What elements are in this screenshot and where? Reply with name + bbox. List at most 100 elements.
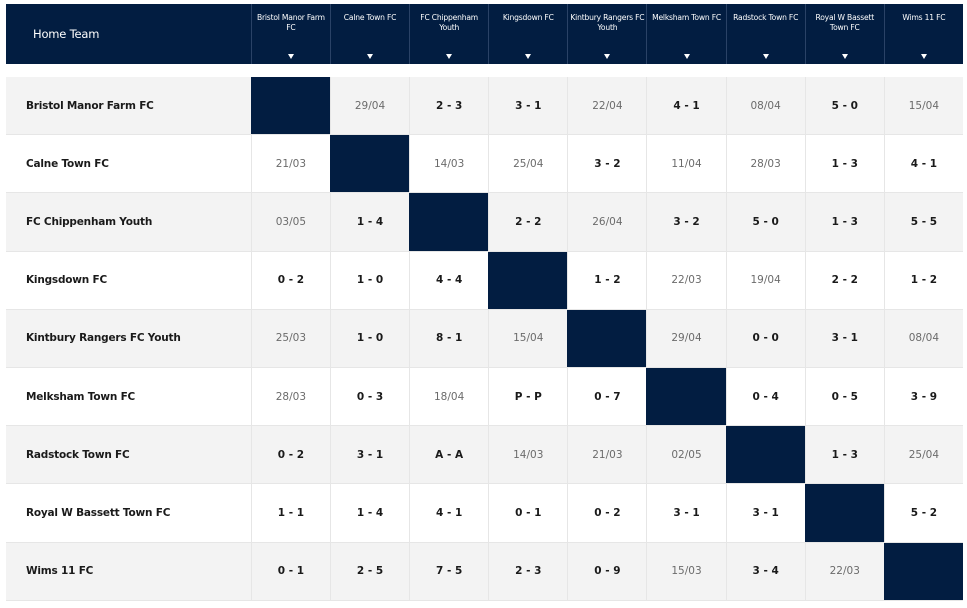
- result-cell[interactable]: A - A: [409, 426, 488, 484]
- sort-down-arrow-icon[interactable]: [920, 54, 927, 59]
- result-cell[interactable]: 3 - 9: [883, 367, 963, 426]
- column-header-2[interactable]: FC Chippenham Youth: [409, 4, 488, 64]
- fixture-date-cell[interactable]: 28/03: [250, 367, 330, 426]
- sort-down-arrow-icon[interactable]: [525, 54, 532, 59]
- column-header-8[interactable]: Wims 11 FC: [883, 4, 963, 64]
- fixture-date-cell[interactable]: 14/03: [488, 426, 567, 484]
- fixture-date-cell[interactable]: 03/05: [250, 193, 330, 251]
- result-cell[interactable]: 1 - 1: [250, 484, 330, 542]
- result-cell[interactable]: 4 - 1: [409, 484, 488, 542]
- home-team-name[interactable]: Calne Town FC: [26, 157, 109, 170]
- result-cell[interactable]: 1 - 4: [329, 484, 409, 542]
- result-cell[interactable]: 0 - 0: [725, 309, 805, 367]
- home-team-name[interactable]: Radstock Town FC: [26, 448, 130, 461]
- result-cell[interactable]: 2 - 3: [409, 77, 488, 135]
- sort-down-arrow-icon[interactable]: [683, 54, 690, 59]
- column-header-6[interactable]: Radstock Town FC: [725, 4, 805, 64]
- sort-down-arrow-icon[interactable]: [367, 54, 374, 59]
- column-header-7[interactable]: Royal W Bassett Town FC: [804, 4, 884, 64]
- sort-down-arrow-icon[interactable]: [604, 54, 611, 59]
- result-cell[interactable]: 4 - 4: [409, 251, 488, 309]
- fixture-date-cell[interactable]: 25/04: [883, 426, 963, 484]
- result-cell[interactable]: 2 - 2: [488, 193, 567, 251]
- fixture-date-cell[interactable]: 28/03: [725, 135, 805, 193]
- fixture-date-cell[interactable]: 15/04: [883, 77, 963, 135]
- fixture-date-cell[interactable]: 19/04: [725, 251, 805, 309]
- result-cell[interactable]: 1 - 2: [567, 251, 646, 309]
- fixture-date-cell[interactable]: 14/03: [409, 135, 488, 193]
- result-cell[interactable]: 5 - 2: [883, 484, 963, 542]
- result-cell[interactable]: 0 - 5: [804, 367, 884, 426]
- result-cell[interactable]: 4 - 1: [646, 77, 725, 135]
- result-cell[interactable]: 5 - 5: [883, 193, 963, 251]
- result-cell[interactable]: 1 - 2: [883, 251, 963, 309]
- home-team-name[interactable]: FC Chippenham Youth: [26, 215, 153, 228]
- result-cell[interactable]: 3 - 1: [646, 484, 725, 542]
- result-cell[interactable]: 5 - 0: [804, 77, 884, 135]
- result-cell[interactable]: 0 - 1: [488, 484, 567, 542]
- result-cell[interactable]: 2 - 3: [488, 542, 567, 600]
- result-cell[interactable]: 5 - 0: [725, 193, 805, 251]
- result-cell[interactable]: 0 - 2: [250, 426, 330, 484]
- result-cell[interactable]: P - P: [488, 367, 567, 426]
- result-cell[interactable]: 1 - 3: [804, 426, 884, 484]
- result-cell[interactable]: 0 - 1: [250, 542, 330, 600]
- result-cell[interactable]: 3 - 1: [329, 426, 409, 484]
- fixture-date-cell[interactable]: 22/03: [646, 251, 725, 309]
- result-cell[interactable]: 3 - 1: [804, 309, 884, 367]
- result-cell[interactable]: 2 - 2: [804, 251, 884, 309]
- fixture-date-cell[interactable]: 22/04: [567, 77, 646, 135]
- result-cell[interactable]: 0 - 7: [567, 367, 646, 426]
- fixture-date-cell[interactable]: 21/03: [250, 135, 330, 193]
- result-cell[interactable]: 3 - 1: [488, 77, 567, 135]
- fixture-date-cell[interactable]: 29/04: [329, 77, 409, 135]
- column-header-label: Bristol Manor Farm FC: [256, 13, 325, 32]
- fixture-date-cell[interactable]: 11/04: [646, 135, 725, 193]
- sort-down-arrow-icon[interactable]: [841, 54, 848, 59]
- result-cell[interactable]: 3 - 4: [725, 542, 805, 600]
- result-cell[interactable]: 3 - 2: [646, 193, 725, 251]
- result-cell[interactable]: 0 - 3: [329, 367, 409, 426]
- fixture-date-cell[interactable]: 15/03: [646, 542, 725, 600]
- home-team-name[interactable]: Kingsdown FC: [26, 274, 108, 287]
- fixture-date-cell[interactable]: 18/04: [409, 367, 488, 426]
- column-header-5[interactable]: Melksham Town FC: [646, 4, 725, 64]
- home-team-name[interactable]: Bristol Manor Farm FC: [26, 99, 154, 112]
- fixture-date-cell[interactable]: 02/05: [646, 426, 725, 484]
- result-cell[interactable]: 7 - 5: [409, 542, 488, 600]
- fixture-date-cell[interactable]: 25/03: [250, 309, 330, 367]
- column-header-1[interactable]: Calne Town FC: [329, 4, 409, 64]
- result-cell[interactable]: 4 - 1: [883, 135, 963, 193]
- result-cell[interactable]: 1 - 0: [329, 309, 409, 367]
- result-cell[interactable]: 0 - 2: [567, 484, 646, 542]
- home-team-name[interactable]: Kintbury Rangers FC Youth: [26, 332, 181, 345]
- result-cell[interactable]: 1 - 3: [804, 193, 884, 251]
- result-cell[interactable]: 2 - 5: [329, 542, 409, 600]
- sort-down-arrow-icon[interactable]: [287, 54, 294, 59]
- result-cell[interactable]: 8 - 1: [409, 309, 488, 367]
- fixture-date-cell[interactable]: 25/04: [488, 135, 567, 193]
- home-team-name[interactable]: Wims 11 FC: [26, 565, 94, 578]
- fixture-date-cell[interactable]: 26/04: [567, 193, 646, 251]
- sort-down-arrow-icon[interactable]: [446, 54, 453, 59]
- sort-down-arrow-icon[interactable]: [762, 54, 769, 59]
- result-cell[interactable]: 1 - 3: [804, 135, 884, 193]
- home-team-name[interactable]: Melksham Town FC: [26, 390, 136, 403]
- fixture-date-cell[interactable]: 08/04: [883, 309, 963, 367]
- result-cell[interactable]: 1 - 0: [329, 251, 409, 309]
- fixture-date-cell[interactable]: 08/04: [725, 77, 805, 135]
- fixture-date-cell[interactable]: 29/04: [646, 309, 725, 367]
- result-cell[interactable]: 3 - 2: [567, 135, 646, 193]
- result-cell[interactable]: 0 - 2: [250, 251, 330, 309]
- column-header-0[interactable]: Bristol Manor Farm FC: [250, 4, 330, 64]
- result-cell[interactable]: 0 - 4: [725, 367, 805, 426]
- home-team-name[interactable]: Royal W Bassett Town FC: [26, 506, 171, 519]
- fixture-date-cell[interactable]: 22/03: [804, 542, 884, 600]
- result-cell[interactable]: 3 - 1: [725, 484, 805, 542]
- fixture-date-cell[interactable]: 21/03: [567, 426, 646, 484]
- column-header-3[interactable]: Kingsdown FC: [488, 4, 567, 64]
- result-cell[interactable]: 1 - 4: [329, 193, 409, 251]
- column-header-4[interactable]: Kintbury Rangers FC Youth: [567, 4, 646, 64]
- result-cell[interactable]: 0 - 9: [567, 542, 646, 600]
- fixture-date-cell[interactable]: 15/04: [488, 309, 567, 367]
